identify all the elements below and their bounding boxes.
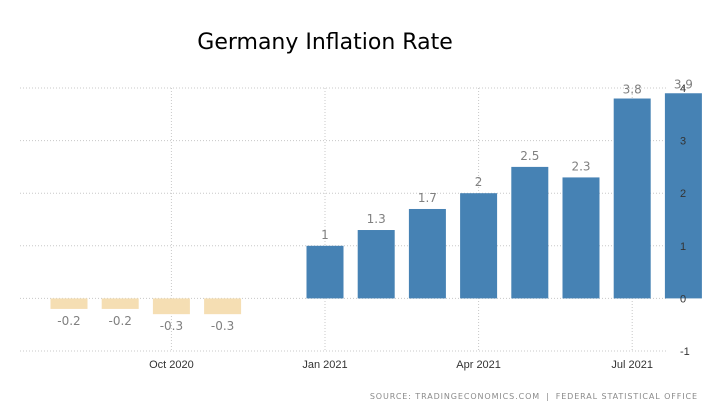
bar bbox=[152, 298, 190, 315]
bar bbox=[408, 208, 446, 299]
bar-value-label: -0.3 bbox=[160, 319, 183, 333]
y-tick-label: -1 bbox=[680, 346, 690, 358]
bar bbox=[204, 298, 242, 315]
bar bbox=[50, 298, 88, 309]
bar-value-label: 1.3 bbox=[367, 212, 386, 226]
y-tick-label: 2 bbox=[680, 188, 686, 200]
y-tick-label: 4 bbox=[680, 83, 686, 95]
bar bbox=[664, 93, 702, 299]
y-tick-label: 3 bbox=[680, 136, 686, 148]
x-tick-label: Apr 2021 bbox=[456, 359, 501, 371]
bar-value-label: 2.5 bbox=[520, 149, 539, 163]
bar-value-label: 3.9 bbox=[674, 77, 693, 91]
bar bbox=[562, 177, 600, 299]
x-tick-label: Jan 2021 bbox=[302, 359, 347, 371]
bar bbox=[511, 166, 549, 299]
bar-value-label: 2.3 bbox=[571, 159, 590, 173]
bars bbox=[50, 93, 702, 315]
y-axis-ticks: 4 3 2 1 0 -1 bbox=[680, 83, 690, 358]
source-separator: | bbox=[546, 392, 550, 401]
bar-value-label: 2 bbox=[475, 175, 483, 189]
bar-value-label: 1 bbox=[321, 228, 329, 242]
y-tick-label: 0 bbox=[680, 293, 686, 305]
chart-title: Germany Inflation Rate bbox=[197, 30, 453, 55]
bar-value-label: 3.8 bbox=[623, 83, 642, 97]
source-provider: FEDERAL STATISTICAL OFFICE bbox=[555, 392, 698, 401]
x-tick-label: Jul 2021 bbox=[611, 359, 653, 371]
bar bbox=[306, 245, 344, 299]
grid-lines bbox=[20, 87, 668, 352]
x-axis-ticks: Oct 2020 Jan 2021 Apr 2021 Jul 2021 bbox=[149, 359, 653, 371]
y-tick-label: 1 bbox=[680, 241, 686, 253]
value-labels: -0.2 -0.2 -0.3 -0.3 1 1.3 1.7 2 2.5 2.3 3.8 3.9 bbox=[57, 77, 693, 333]
source-note: SOURCE: TRADINGECONOMICS.COM | FEDERAL STA… bbox=[370, 392, 698, 401]
bar-value-label: -0.3 bbox=[211, 319, 234, 333]
bar-value-label: -0.2 bbox=[108, 314, 131, 328]
bar bbox=[613, 98, 651, 299]
bar-value-label: 1.7 bbox=[418, 191, 437, 205]
bar bbox=[101, 298, 139, 309]
bar bbox=[357, 230, 395, 299]
bar bbox=[460, 193, 498, 299]
bar-value-label: -0.2 bbox=[57, 314, 80, 328]
source-label: SOURCE: TRADINGECONOMICS.COM bbox=[369, 392, 541, 401]
x-tick-label: Oct 2020 bbox=[149, 359, 194, 371]
